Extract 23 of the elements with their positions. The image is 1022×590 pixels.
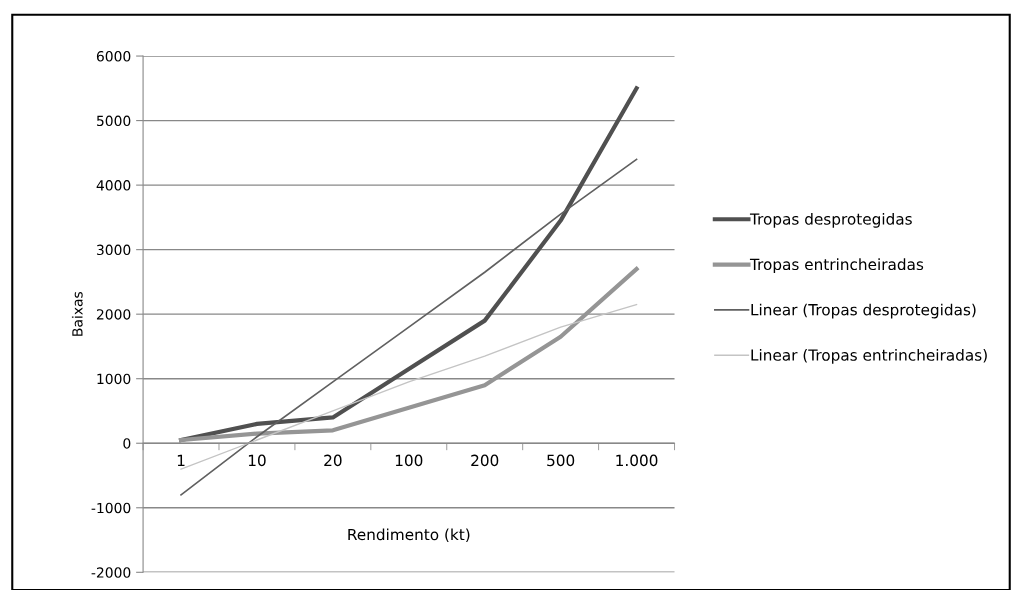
x-tick-label: 20 [324, 454, 342, 467]
y-tick-label: 3000 [96, 244, 131, 256]
y-tick-label: 4000 [96, 180, 131, 191]
legend-label: Tropas desprotegidas [749, 212, 912, 228]
legend-label: Linear (Tropas entrincheiradas) [751, 348, 987, 364]
x-tick-label: 10 [248, 454, 266, 467]
y-tick-label: 0 [123, 438, 131, 449]
x-tick-label: 1.000 [616, 454, 658, 467]
x-tick-label: 1 [177, 454, 185, 466]
x-tick-label: 200 [471, 454, 499, 467]
y-tick-label: 5000 [97, 115, 131, 127]
legend-label: Linear (Tropas desprotegidas) [751, 303, 976, 319]
line-series [178, 266, 639, 443]
y-tick-label: 1000 [97, 373, 131, 385]
y-tick-label: 2000 [96, 309, 131, 320]
x-tick-label: 500 [547, 454, 575, 467]
legend-label: Tropas entrincheiradas [749, 258, 924, 274]
y-axis-title: Baixas [71, 291, 83, 336]
y-tick-label: -2000 [91, 567, 131, 578]
x-tick-label: 100 [395, 454, 423, 467]
x-axis-title: Rendimento (kt) [348, 528, 470, 543]
y-tick-label: -1000 [91, 502, 131, 514]
y-tick-label: 6000 [96, 51, 131, 62]
